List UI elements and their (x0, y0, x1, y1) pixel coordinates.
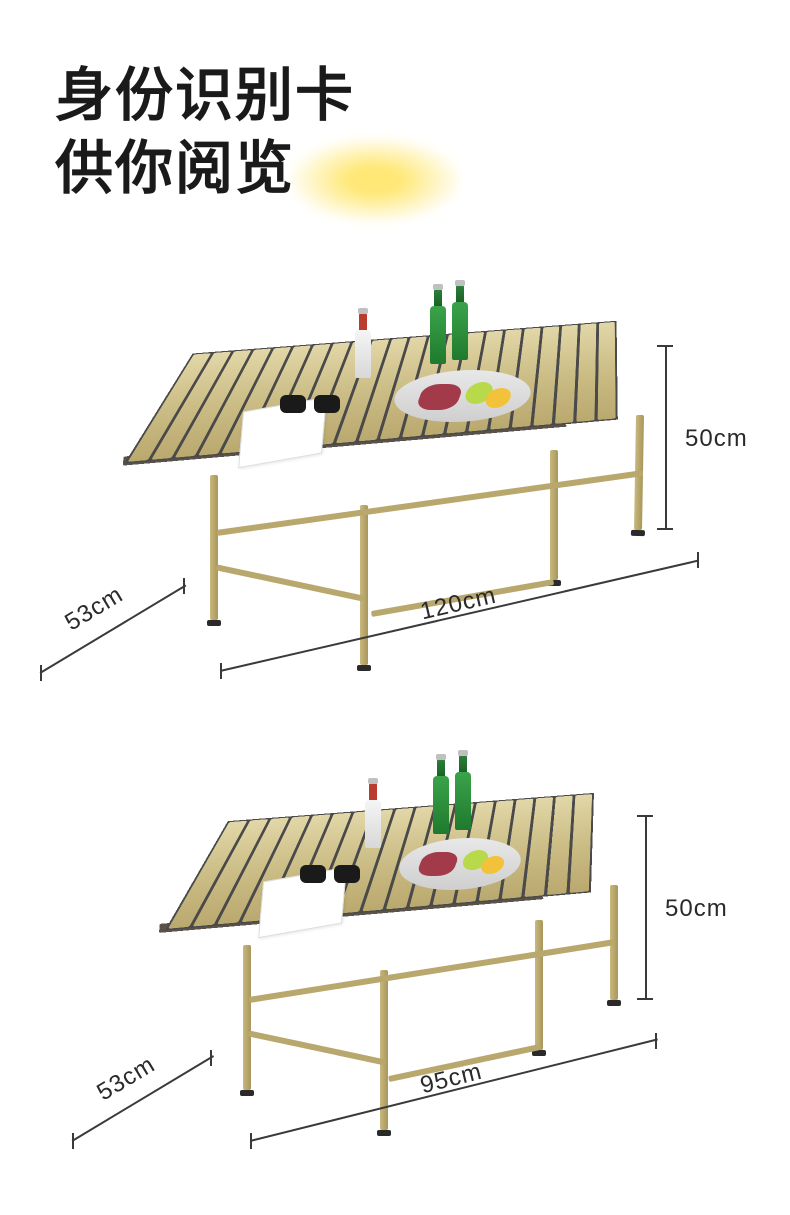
table-leg (535, 920, 543, 1050)
sunglasses-icon (300, 865, 360, 887)
table-leg (550, 450, 558, 580)
table-leg (210, 475, 218, 620)
dim-tick (250, 1133, 252, 1149)
title-line-2: 供你阅览 (55, 133, 355, 206)
dim-tick (657, 528, 673, 530)
dim-label-depth: 53cm (92, 1051, 160, 1107)
bottle-icon (455, 772, 471, 830)
dim-tick (72, 1133, 74, 1149)
sunglasses-icon (280, 395, 340, 417)
tabletop-slats (124, 321, 617, 464)
table-brace (217, 470, 644, 536)
bottle-icon (365, 800, 381, 848)
dim-label-height: 50cm (685, 425, 748, 453)
product-diagram-95: 50cm 53cm 95cm (60, 740, 760, 1170)
dim-label-length: 120cm (418, 582, 499, 627)
table-brace (249, 939, 615, 1003)
dim-line-height (645, 815, 647, 1000)
bottle-icon (355, 330, 371, 378)
dim-tick (210, 1050, 212, 1066)
dim-tick (220, 663, 222, 679)
table-illustration (130, 300, 570, 470)
dim-tick (183, 578, 185, 594)
dim-label-length: 95cm (418, 1058, 486, 1100)
bottle-icon (430, 306, 446, 364)
dim-line-height (665, 345, 667, 530)
product-diagram-120: 50cm 53cm 120cm (45, 260, 745, 690)
table-leg (360, 505, 368, 665)
table-leg (243, 945, 251, 1090)
bottle-icon (452, 302, 468, 360)
dim-tick (697, 552, 699, 568)
dim-tick (657, 345, 673, 347)
dim-tick (637, 998, 653, 1000)
table-brace (216, 564, 364, 601)
dim-tick (637, 815, 653, 817)
dim-label-height: 50cm (665, 895, 728, 923)
dim-tick (655, 1033, 657, 1049)
bottle-icon (433, 776, 449, 834)
title-line-1: 身份识别卡 (55, 60, 355, 133)
table-illustration (165, 770, 545, 940)
header-block: 身份识别卡 供你阅览 (55, 60, 355, 205)
dim-tick (40, 665, 42, 681)
dim-label-depth: 53cm (60, 581, 128, 637)
table-brace (248, 1031, 386, 1066)
